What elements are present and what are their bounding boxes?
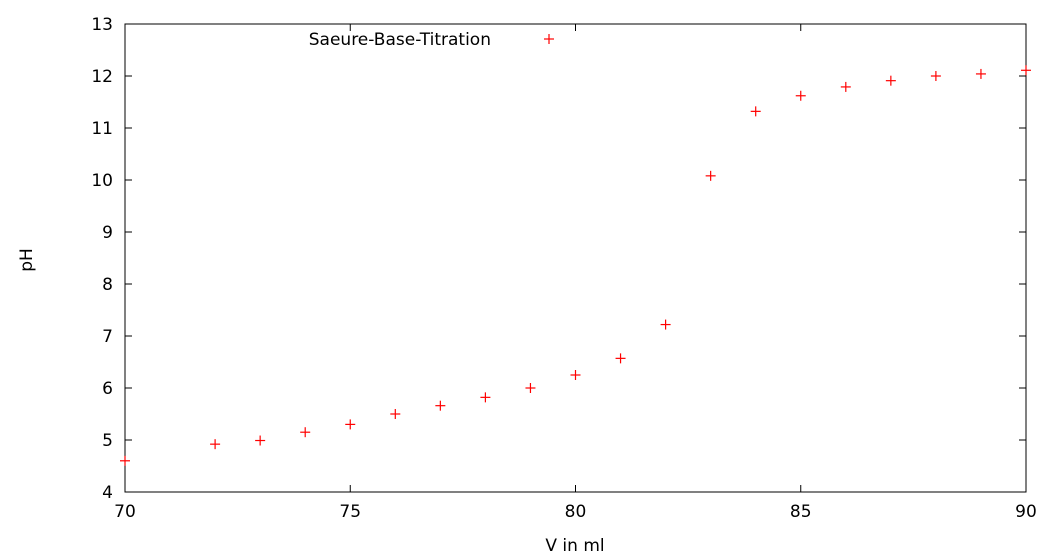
x-tick-label: 75: [339, 502, 361, 522]
data-point: [210, 439, 221, 450]
data-point: [750, 106, 761, 117]
data-point: [930, 71, 941, 81]
x-axis-label: V in ml: [545, 536, 604, 556]
y-tick-label: 11: [91, 119, 113, 139]
x-tick-label: 90: [1015, 502, 1037, 522]
y-tick-label: 12: [91, 67, 113, 87]
legend-marker: [544, 34, 554, 44]
y-tick-label: 13: [91, 15, 113, 35]
data-point: [120, 455, 130, 466]
data-point: [1021, 65, 1031, 76]
y-tick-label: 7: [102, 327, 113, 347]
plot-frame: [124, 23, 1027, 493]
axis-tick-labels: 70 75 80 85 90 4 5 6 7 8 9 10 11 12 13: [91, 15, 1036, 522]
legend: Saeure-Base-Titration: [309, 30, 554, 50]
data-point: [840, 81, 851, 92]
data-point: [975, 68, 986, 79]
data-point: [480, 392, 491, 403]
data-point: [660, 319, 671, 330]
data-point: [885, 75, 896, 86]
x-tick-label: 70: [114, 502, 136, 522]
y-tick-label: 10: [91, 171, 113, 191]
data-point: [300, 427, 311, 438]
data-point: [525, 383, 536, 393]
y-tick-label: 9: [102, 223, 113, 243]
data-point: [795, 90, 806, 101]
y-tick-label: 5: [102, 431, 113, 451]
data-point: [705, 170, 716, 181]
y-tick-label: 4: [102, 483, 113, 503]
y-tick-label: 8: [102, 275, 113, 295]
legend-series-label: Saeure-Base-Titration: [309, 30, 491, 50]
y-tick-label: 6: [102, 379, 113, 399]
axis-ticks: [124, 23, 1027, 493]
data-point: [390, 409, 401, 419]
data-point: [570, 370, 581, 380]
data-point: [345, 419, 356, 430]
x-tick-label: 85: [790, 502, 812, 522]
data-point: [435, 400, 446, 411]
data-points: [120, 65, 1031, 466]
data-point: [615, 353, 626, 364]
data-point: [255, 435, 266, 446]
x-tick-label: 80: [565, 502, 587, 522]
y-axis-label: pH: [17, 248, 37, 272]
